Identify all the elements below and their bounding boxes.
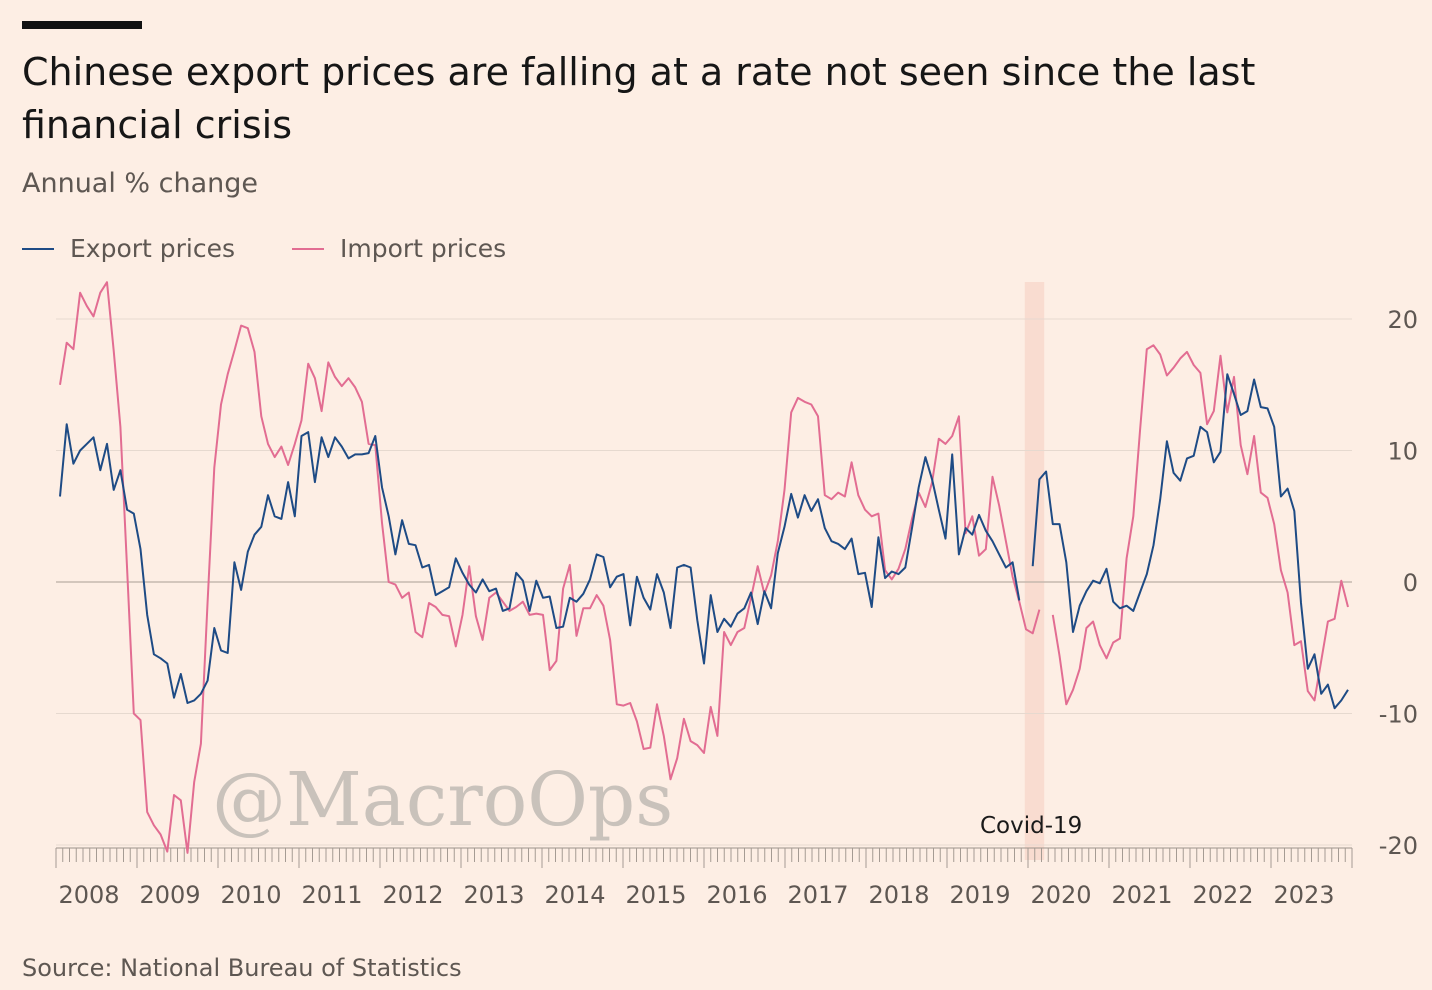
- source-note: Source: National Bureau of Statistics: [22, 954, 462, 982]
- x-tick-label: 2019: [949, 881, 1010, 909]
- y-tick-label: -10: [1379, 701, 1418, 729]
- x-tick-label: 2008: [58, 881, 119, 909]
- watermark-text: @MacroOps: [212, 757, 673, 843]
- series-line-segment: [1051, 344, 1349, 706]
- legend-swatch-import: [292, 247, 324, 250]
- x-tick-label: 2015: [625, 881, 686, 909]
- x-tick-label: 2014: [544, 881, 605, 909]
- x-tick-label: 2013: [463, 881, 524, 909]
- y-tick-label: 0: [1403, 569, 1418, 597]
- x-tick-label: 2020: [1030, 881, 1091, 909]
- x-tick-label: 2018: [868, 881, 929, 909]
- y-tick-label: 10: [1387, 438, 1418, 466]
- series-import-prices: [59, 281, 1349, 854]
- x-tick-label: 2021: [1111, 881, 1172, 909]
- legend-label-export: Export prices: [70, 234, 236, 263]
- covid-shade-band: [1024, 282, 1045, 860]
- x-tick-label: 2010: [220, 881, 281, 909]
- x-tick-label: 2011: [301, 881, 362, 909]
- chart-title: Chinese export prices are falling at a r…: [22, 50, 1256, 147]
- legend-label-import: Import prices: [340, 234, 507, 263]
- header-accent-bar: [22, 21, 142, 29]
- legend-item-import: Import prices: [292, 234, 506, 263]
- series-line-segment: [59, 423, 1021, 704]
- chart-subtitle: Annual % change: [22, 168, 259, 199]
- x-tick-label: 2022: [1192, 881, 1253, 909]
- covid-annotation-label: Covid-19: [980, 813, 1082, 839]
- series-line-segment: [1031, 373, 1349, 710]
- legend-item-export: Export prices: [22, 234, 235, 263]
- series-export-prices: [59, 373, 1349, 710]
- x-tick-label: 2023: [1273, 881, 1334, 909]
- series-line-segment: [59, 281, 1041, 854]
- x-tick-label: 2009: [139, 881, 200, 909]
- y-tick-label: 20: [1387, 306, 1418, 334]
- y-tick-label: -20: [1379, 832, 1418, 860]
- x-tick-label: 2017: [787, 881, 848, 909]
- legend-swatch-export: [22, 247, 54, 250]
- x-tick-label: 2016: [706, 881, 767, 909]
- x-tick-label: 2012: [382, 881, 443, 909]
